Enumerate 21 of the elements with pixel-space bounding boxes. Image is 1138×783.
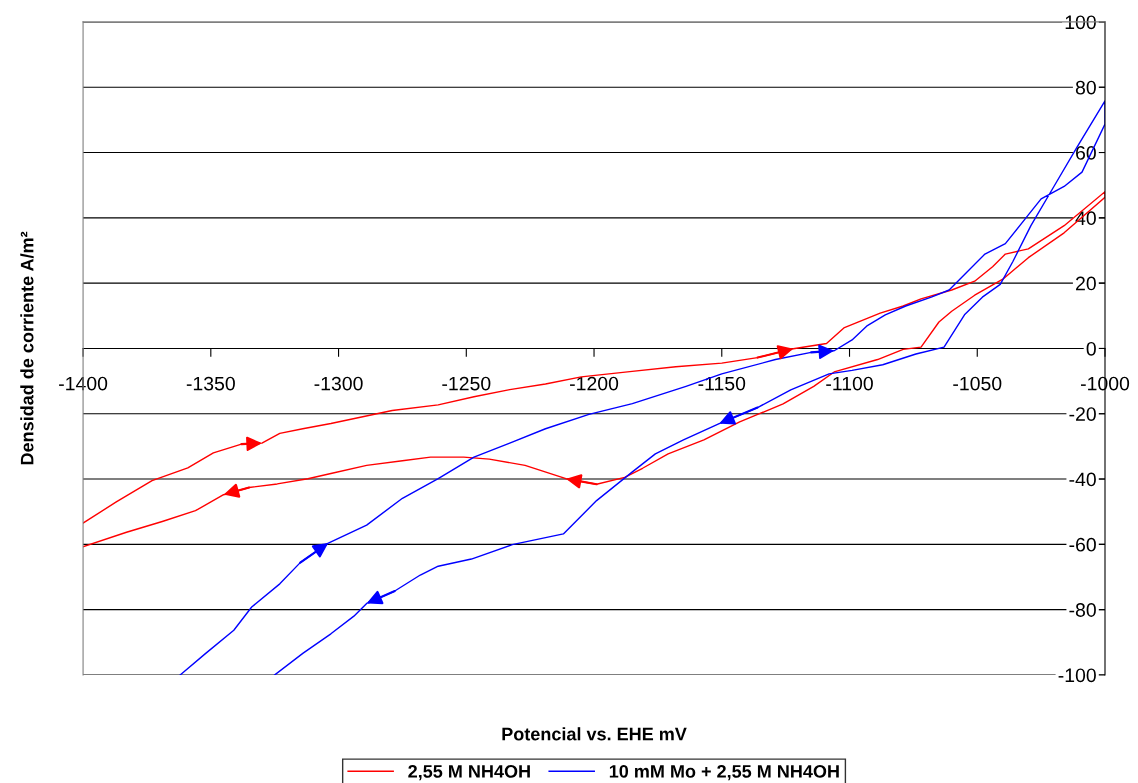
x-tick-label: -1350 <box>186 376 235 391</box>
x-tick-label: -1050 <box>953 376 1002 391</box>
y-tick-label: 0 <box>1086 341 1096 356</box>
legend-label: 10 mM Mo + 2,55 M NH4OH <box>609 764 839 781</box>
y-tick-label: -100 <box>1058 668 1096 683</box>
x-tick-label: -1300 <box>314 376 363 391</box>
x-axis-title: Potencial vs. EHE mV <box>502 727 687 741</box>
y-tick-label: -20 <box>1069 407 1096 421</box>
y-tick-label: 20 <box>1076 276 1096 291</box>
y-tick-label: 80 <box>1075 80 1096 95</box>
y-tick-label: -40 <box>1069 472 1096 487</box>
legend-label: 2,55 M NH4OH <box>408 764 530 781</box>
x-tick-label: -1400 <box>59 376 108 391</box>
x-tick-label: -1250 <box>442 376 491 391</box>
y-axis-title: Densidad de corriente A/m² <box>20 231 34 465</box>
x-tick-label: -1100 <box>826 376 873 391</box>
x-tick-label: -1150 <box>698 376 746 391</box>
y-tick-label: -80 <box>1069 603 1096 617</box>
y-tick-label: 100 <box>1065 15 1096 30</box>
y-tick-label: -60 <box>1069 537 1096 552</box>
x-tick-label: -1200 <box>570 376 619 391</box>
